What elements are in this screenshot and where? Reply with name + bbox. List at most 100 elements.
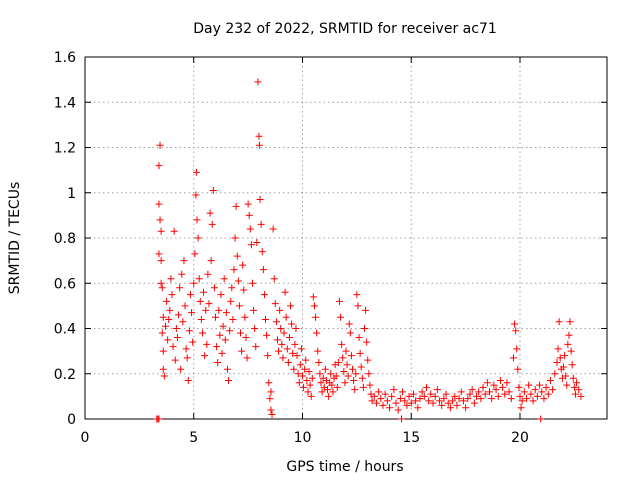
data-point: [317, 379, 325, 387]
data-point: [346, 329, 354, 337]
data-point: [438, 401, 446, 409]
data-point: [279, 354, 287, 362]
data-point: [235, 302, 243, 310]
data-point: [449, 397, 457, 405]
data-point: [470, 399, 478, 407]
data-point: [513, 345, 521, 353]
data-point: [553, 358, 561, 366]
data-point: [155, 162, 163, 170]
data-point: [349, 365, 357, 373]
data-point: [157, 279, 165, 287]
x-tick-label: 20: [511, 430, 529, 446]
data-point: [501, 390, 509, 398]
data-point: [462, 404, 470, 412]
data-point: [512, 327, 520, 335]
data-point: [523, 395, 531, 403]
data-point: [303, 377, 311, 385]
data-point: [356, 349, 364, 357]
data-point: [184, 377, 192, 385]
y-tick-label: 1.6: [54, 50, 76, 66]
data-point: [416, 395, 424, 403]
data-point: [171, 356, 179, 364]
data-point: [238, 347, 246, 355]
data-point: [446, 404, 454, 412]
data-point: [190, 279, 198, 287]
data-point: [464, 395, 472, 403]
y-tick-label: 1.2: [54, 141, 76, 157]
data-point: [571, 390, 579, 398]
data-point: [156, 141, 164, 149]
data-point: [198, 329, 206, 337]
data-point: [267, 388, 275, 396]
data-point: [265, 379, 273, 387]
data-point: [436, 397, 444, 405]
data-point: [334, 358, 342, 366]
data-point: [529, 397, 537, 405]
data-point: [192, 191, 200, 199]
data-point: [266, 395, 274, 403]
data-point: [195, 275, 203, 283]
data-point: [363, 338, 371, 346]
data-point: [188, 309, 196, 317]
data-point: [359, 383, 367, 391]
y-tick-label: 0.6: [54, 276, 76, 292]
data-point: [157, 227, 165, 235]
data-point: [475, 388, 483, 396]
data-point: [344, 372, 352, 380]
data-point: [537, 415, 545, 423]
data-point: [232, 202, 240, 210]
data-point: [254, 78, 262, 86]
data-point: [300, 383, 308, 391]
data-point: [296, 361, 304, 369]
data-point: [312, 313, 320, 321]
data-point: [200, 288, 208, 296]
data-point: [316, 370, 324, 378]
data-point: [339, 354, 347, 362]
data-point: [302, 356, 310, 364]
data-point: [282, 313, 290, 321]
data-point: [169, 343, 177, 351]
data-point: [288, 320, 296, 328]
data-point: [490, 381, 498, 389]
data-point: [176, 284, 184, 292]
data-point: [451, 392, 459, 400]
data-point: [182, 345, 190, 353]
data-point: [309, 293, 317, 301]
data-point: [243, 354, 251, 362]
axis-ticks: 0 0.2 0.4 0.6 0.8 1 1.2 1.4 1.6 0 5 10 15 20: [54, 50, 607, 446]
data-point: [280, 329, 288, 337]
data-point: [396, 395, 404, 403]
data-point: [193, 216, 201, 224]
data-point: [350, 377, 358, 385]
data-point: [554, 345, 562, 353]
data-point: [277, 325, 285, 332]
data-point: [427, 390, 435, 398]
data-point: [486, 388, 494, 396]
data-point: [250, 306, 258, 314]
data-point: [183, 354, 191, 362]
data-point: [561, 352, 569, 360]
data-point: [310, 302, 318, 310]
data-point: [565, 331, 573, 339]
data-point: [345, 320, 353, 328]
data-point: [477, 395, 485, 403]
data-point: [325, 392, 333, 400]
data-point: [327, 370, 335, 378]
data-point: [291, 340, 299, 348]
data-point: [252, 343, 260, 351]
data-point: [494, 392, 502, 400]
data-point: [218, 349, 226, 357]
data-point: [429, 399, 437, 407]
data-point: [466, 390, 474, 398]
data-point: [499, 383, 507, 391]
data-point: [358, 374, 366, 382]
data-point: [181, 302, 189, 310]
data-point: [337, 313, 345, 321]
data-point: [225, 377, 233, 385]
data-point: [338, 340, 346, 348]
data-point: [165, 315, 173, 323]
data-point: [542, 383, 550, 391]
data-point: [228, 284, 236, 292]
data-point: [301, 365, 309, 373]
data-point: [440, 395, 448, 403]
